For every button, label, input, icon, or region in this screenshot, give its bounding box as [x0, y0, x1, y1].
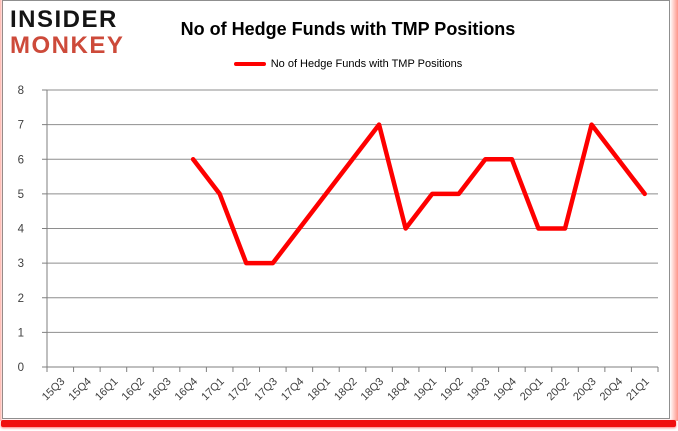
x-tick-label: 20Q1 [518, 376, 546, 404]
x-tick-label: 16Q4 [173, 376, 201, 404]
x-tick-label: 20Q3 [571, 376, 599, 404]
y-tick-label: 8 [18, 85, 24, 97]
legend-label: No of Hedge Funds with TMP Positions [270, 58, 463, 70]
right-red-glow [670, 0, 678, 421]
x-tick-label: 21Q1 [624, 376, 652, 404]
legend: No of Hedge Funds with TMP Positions [18, 57, 678, 71]
y-tick-label: 4 [18, 224, 25, 236]
x-tick-label: 20Q2 [545, 376, 573, 404]
data-line [190, 122, 647, 266]
y-tick-label: 2 [18, 293, 24, 305]
x-tick-label: 17Q2 [226, 376, 254, 404]
left-red-glow [0, 0, 3, 421]
x-tick-label: 15Q4 [66, 376, 94, 404]
x-tick-label: 18Q4 [385, 376, 413, 404]
y-tick-label: 6 [18, 154, 24, 166]
x-tick-label: 16Q3 [146, 376, 174, 404]
x-tick-label: 17Q3 [252, 376, 280, 404]
x-tick-label: 17Q1 [199, 376, 227, 404]
x-tick-label: 19Q4 [491, 376, 519, 404]
x-tick-label: 17Q4 [279, 376, 307, 404]
insider-monkey-logo: INSIDER MONKEY [10, 8, 150, 58]
y-tick-label: 0 [18, 362, 24, 374]
x-tick-label: 19Q2 [438, 376, 466, 404]
chart-title: No of Hedge Funds with TMP Positions [180, 19, 516, 39]
y-tick-label: 7 [18, 120, 24, 132]
x-tick-label: 20Q4 [598, 376, 626, 404]
x-tick-label: 16Q2 [120, 376, 148, 404]
x-tick-label: 18Q3 [359, 376, 387, 404]
logo-monkey-text: MONKEY [10, 32, 125, 59]
x-tick-label: 18Q1 [306, 376, 334, 404]
y-tick-label: 5 [18, 189, 24, 201]
y-tick-label: 3 [18, 258, 24, 270]
bottom-red-bar [1, 420, 676, 427]
x-tick-label: 19Q3 [465, 376, 493, 404]
x-tick-label: 16Q1 [93, 376, 121, 404]
y-tick-label: 1 [18, 327, 24, 339]
legend-line-swatch [233, 62, 266, 66]
x-tick-label: 18Q2 [332, 376, 360, 404]
x-tick-label: 19Q1 [412, 376, 440, 404]
x-tick-label: 15Q3 [40, 376, 68, 404]
logo-insider-text: INSIDER [10, 6, 118, 33]
